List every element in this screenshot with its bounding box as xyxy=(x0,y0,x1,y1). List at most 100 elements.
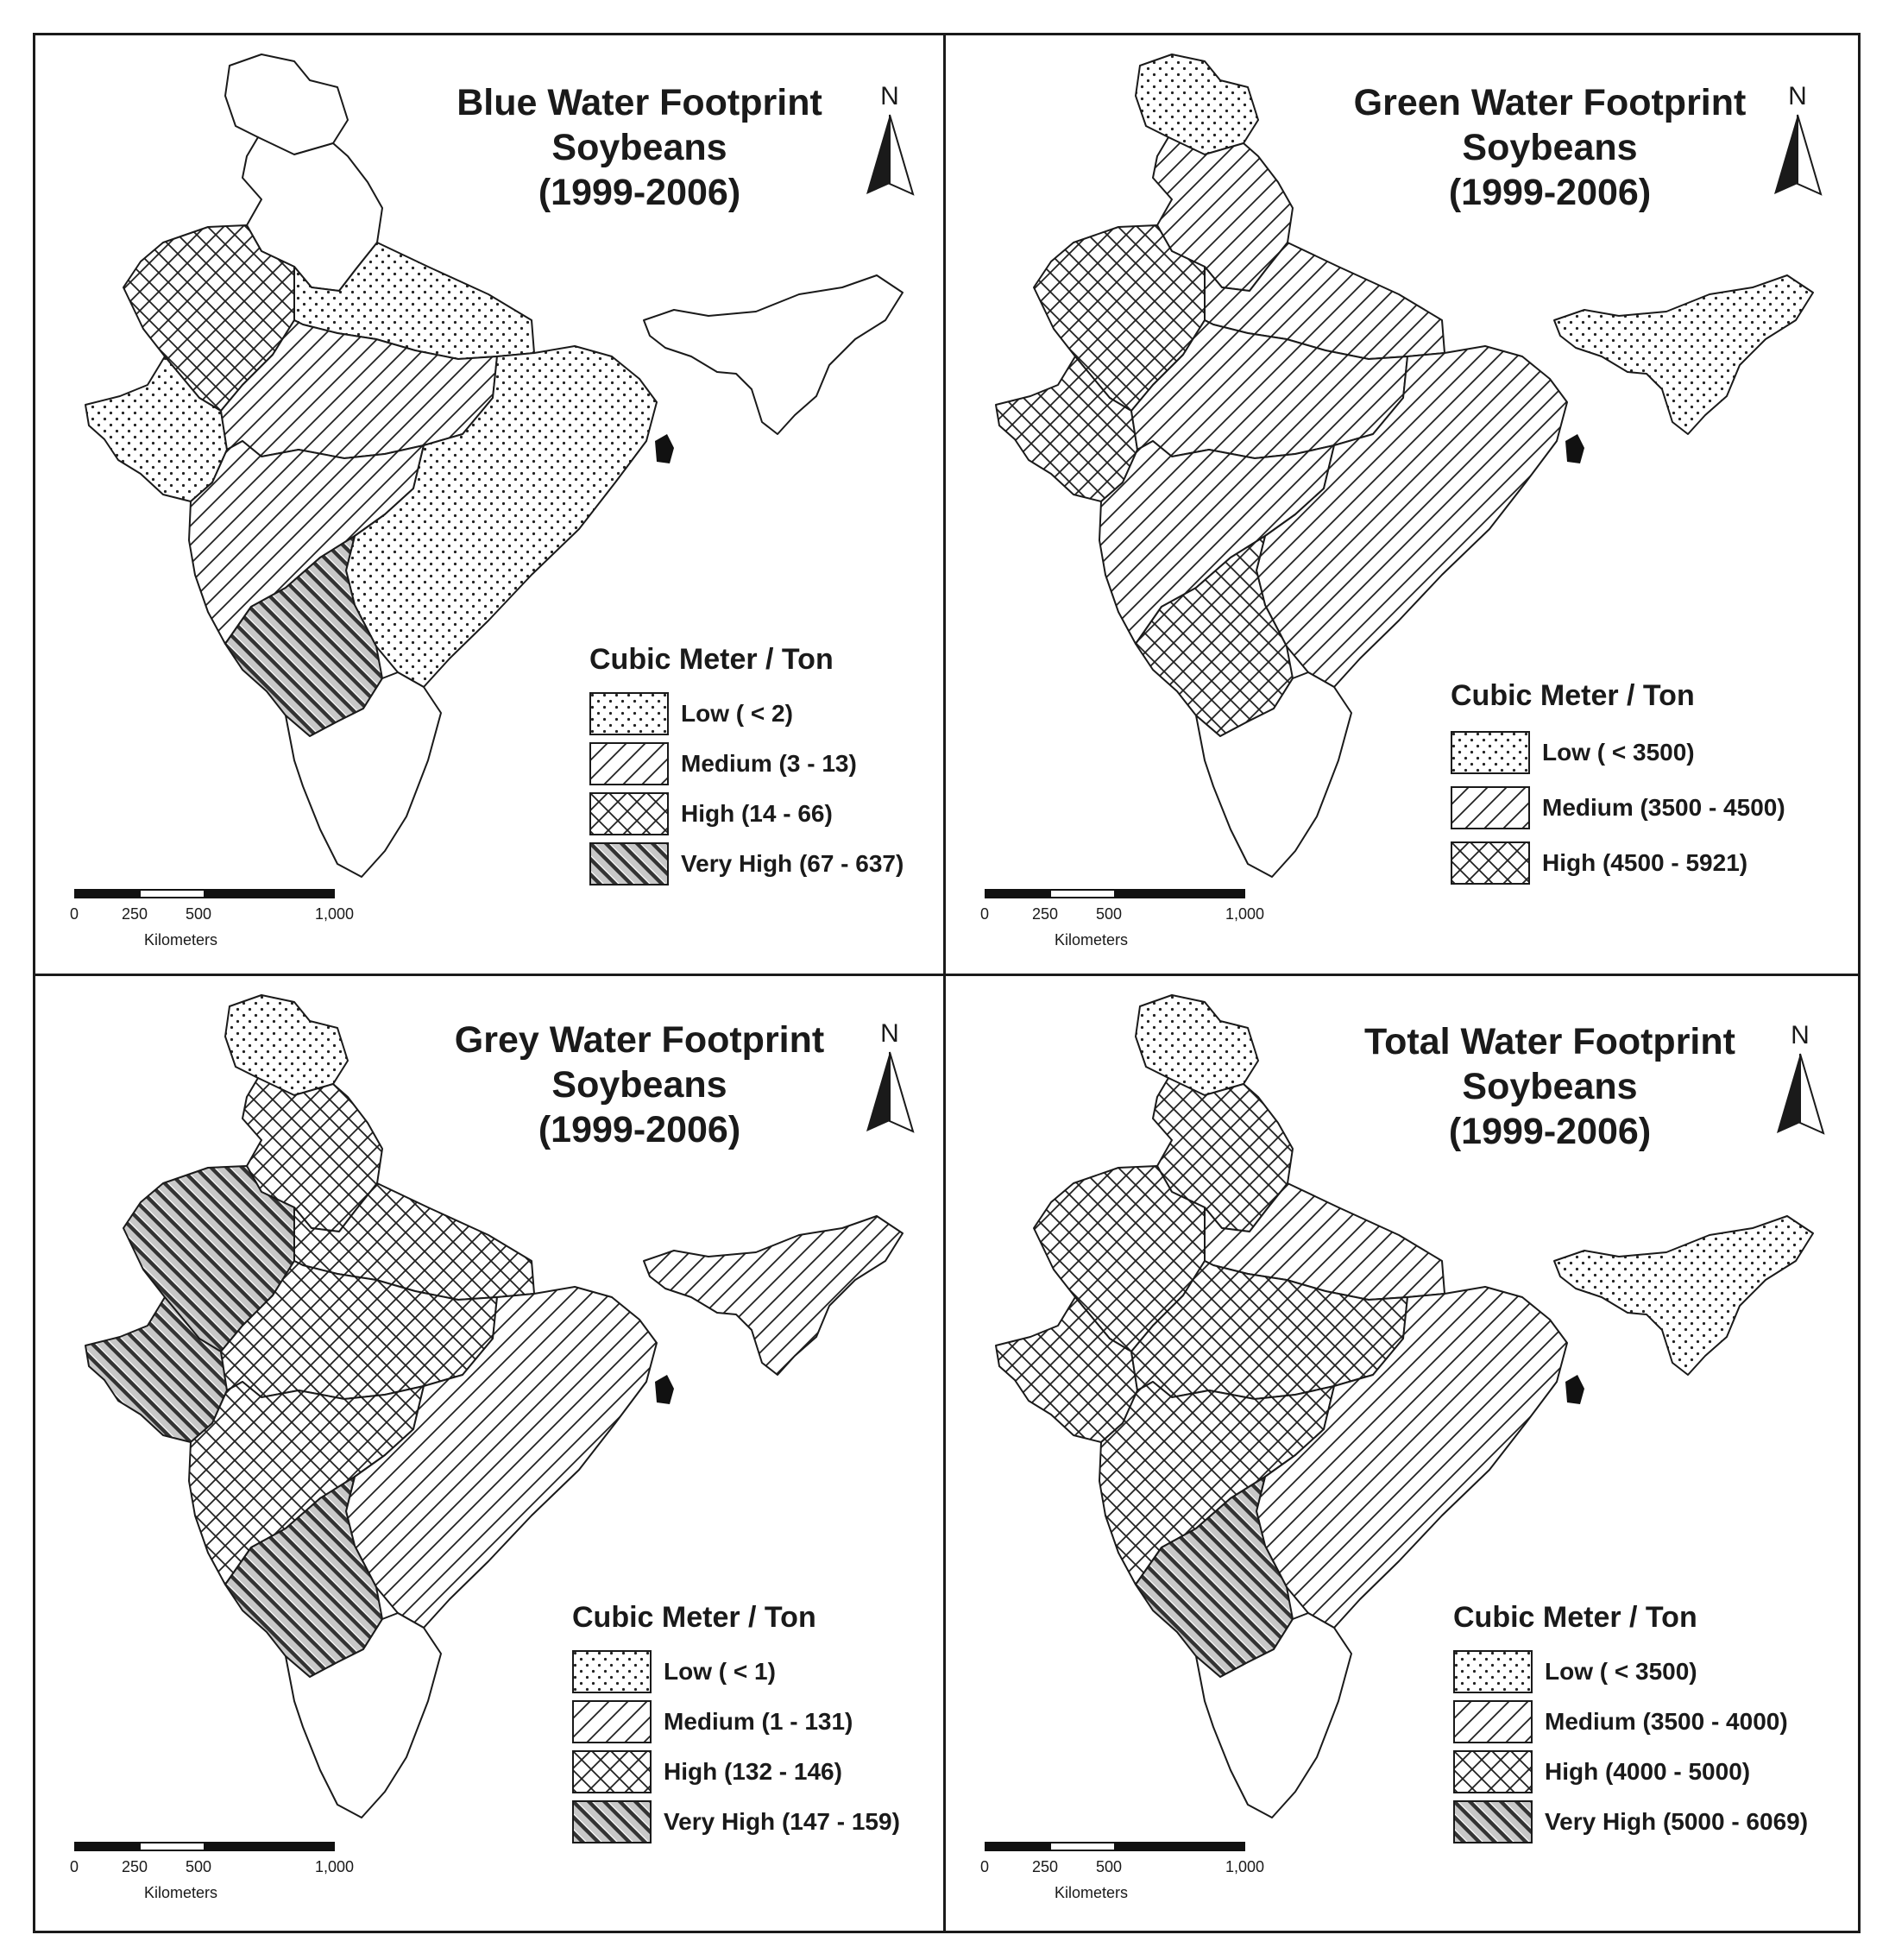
scale-tick-label: 1,000 xyxy=(315,1858,355,1875)
map-india xyxy=(995,994,1814,1818)
figure-frame xyxy=(33,33,1861,1933)
legend-title: Cubic Meter / Ton xyxy=(572,1601,816,1634)
region-south xyxy=(285,671,442,878)
scale-tick-label: 0 xyxy=(980,905,990,923)
delta-coastline xyxy=(1565,434,1584,463)
north-arrow: N xyxy=(859,82,920,203)
legend-swatch-cross xyxy=(589,792,669,835)
legend-label: Very High (67 - 637) xyxy=(681,850,904,877)
north-label: N xyxy=(1791,1021,1810,1049)
map-title: Blue Water Footprint Soybeans (1999-2006… xyxy=(415,80,864,215)
title-line-3: (1999-2006) xyxy=(538,1109,741,1150)
scale-bar-graphic xyxy=(985,889,1245,898)
legend-item: High (132 - 146) xyxy=(572,1747,900,1797)
region-northeast xyxy=(643,1215,904,1376)
region-east xyxy=(345,1286,658,1629)
delta-coastline xyxy=(655,1375,674,1404)
legend-label: High (4000 - 5000) xyxy=(1545,1758,1751,1785)
legend-label: Very High (147 - 159) xyxy=(664,1808,900,1835)
north-label: N xyxy=(880,1019,899,1048)
region-east xyxy=(345,345,658,688)
region-karnataka xyxy=(224,535,383,737)
title-line-2: Soybeans xyxy=(551,127,727,168)
region-jk xyxy=(1135,54,1259,157)
scale-bar-graphic xyxy=(985,1842,1245,1851)
legend-swatch-diag xyxy=(1451,786,1530,829)
legend-swatch-diag xyxy=(572,1700,652,1743)
map-india xyxy=(995,54,1814,878)
legend-label: High (4500 - 5921) xyxy=(1542,849,1748,876)
scale-tick-label: 0 xyxy=(980,1858,990,1875)
title-line-3: (1999-2006) xyxy=(1448,1111,1652,1152)
region-east xyxy=(1256,345,1568,688)
legend-item: Medium (3500 - 4000) xyxy=(1453,1697,1808,1747)
panel-green-water-footprint: Green Water Footprint Soybeans (1999-200… xyxy=(946,35,1856,974)
region-south xyxy=(285,1612,442,1818)
scale-bar: 0 250 500 1,000 Kilometers xyxy=(975,1841,1264,1910)
panel-grey-water-footprint: Grey Water Footprint Soybeans (1999-2006… xyxy=(35,976,946,1915)
legend-label: Medium (1 - 131) xyxy=(664,1708,853,1735)
north-label: N xyxy=(880,82,899,110)
legend-swatch-dots xyxy=(1453,1650,1533,1693)
legend-swatch-diag xyxy=(1453,1700,1533,1743)
region-east xyxy=(1256,1286,1568,1629)
legend-title: Cubic Meter / Ton xyxy=(589,643,834,676)
legend-swatch-dots xyxy=(1451,731,1530,774)
legend-label: Medium (3 - 13) xyxy=(681,750,857,777)
north-arrow-icon xyxy=(1774,114,1823,196)
scale-tick-label: 500 xyxy=(186,1858,212,1875)
north-arrow-icon xyxy=(866,1051,915,1133)
scale-unit-label: Kilometers xyxy=(1055,1884,1129,1901)
delta-coastline xyxy=(1565,1375,1584,1404)
title-line-1: Grey Water Footprint xyxy=(454,1019,825,1061)
north-arrow: N xyxy=(1767,82,1828,203)
scale-tick-label: 250 xyxy=(1032,905,1059,923)
legend: Cubic Meter / Ton Low ( < 2) Medium (3 - … xyxy=(589,643,904,889)
map-title: Grey Water Footprint Soybeans (1999-2006… xyxy=(415,1018,864,1152)
title-line-2: Soybeans xyxy=(1462,127,1638,168)
legend: Cubic Meter / Ton Low ( < 3500) Medium (3… xyxy=(1453,1601,1808,1847)
legend-label: Low ( < 1) xyxy=(664,1658,776,1685)
legend-label: Low ( < 3500) xyxy=(1542,739,1695,766)
legend-item: High (4500 - 5921) xyxy=(1451,835,1785,891)
region-jk xyxy=(224,994,349,1098)
title-line-1: Blue Water Footprint xyxy=(457,82,822,123)
scale-unit-label: Kilometers xyxy=(144,1884,218,1901)
title-line-3: (1999-2006) xyxy=(1448,172,1652,213)
scale-tick-label: 250 xyxy=(122,1858,148,1875)
scale-tick-label: 1,000 xyxy=(315,905,355,923)
legend-item: Medium (3 - 13) xyxy=(589,739,904,789)
scale-tick-label: 1,000 xyxy=(1225,905,1265,923)
legend-label: Low ( < 2) xyxy=(681,700,793,727)
legend-swatch-veryhigh xyxy=(589,842,669,885)
legend-title: Cubic Meter / Ton xyxy=(1451,679,1695,712)
legend-item: Very High (5000 - 6069) xyxy=(1453,1797,1808,1847)
legend-label: Medium (3500 - 4500) xyxy=(1542,794,1785,821)
region-karnataka xyxy=(224,1476,383,1678)
region-jk xyxy=(1135,994,1259,1098)
legend-label: High (132 - 146) xyxy=(664,1758,842,1785)
map-india xyxy=(85,54,904,878)
scale-tick-label: 500 xyxy=(1096,1858,1123,1875)
scale-tick-label: 1,000 xyxy=(1225,1858,1265,1875)
panel-total-water-footprint: Total Water Footprint Soybeans (1999-200… xyxy=(946,976,1856,1915)
legend-label: Medium (3500 - 4000) xyxy=(1545,1708,1788,1735)
region-karnataka xyxy=(1135,535,1294,737)
region-northeast xyxy=(1553,274,1814,435)
scale-tick-label: 0 xyxy=(70,905,79,923)
north-arrow: N xyxy=(859,1019,920,1140)
scale-bar: 0 250 500 1,000 Kilometers xyxy=(65,1841,354,1910)
region-south xyxy=(1195,671,1352,878)
legend: Cubic Meter / Ton Low ( < 1) Medium (1 - … xyxy=(572,1601,900,1847)
scale-bar-graphic xyxy=(74,889,335,898)
region-northeast xyxy=(1553,1215,1814,1376)
title-line-2: Soybeans xyxy=(551,1064,727,1106)
legend-label: High (14 - 66) xyxy=(681,800,833,827)
map-title: Total Water Footprint Soybeans (1999-200… xyxy=(1325,1019,1774,1154)
scale-tick-label: 250 xyxy=(122,905,148,923)
delta-coastline xyxy=(655,434,674,463)
legend-item: Low ( < 2) xyxy=(589,689,904,739)
title-line-2: Soybeans xyxy=(1462,1066,1638,1107)
legend-swatch-cross xyxy=(572,1750,652,1793)
title-line-3: (1999-2006) xyxy=(538,172,741,213)
